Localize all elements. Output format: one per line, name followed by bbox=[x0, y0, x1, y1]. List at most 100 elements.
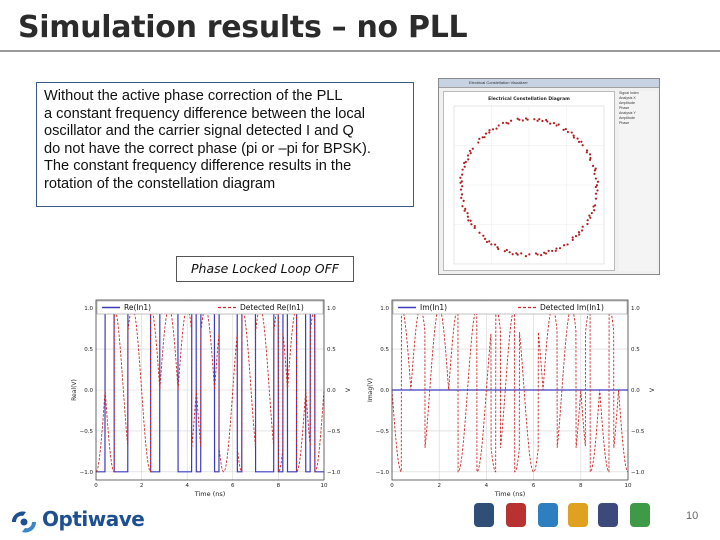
y-tick-label: −1.0 bbox=[80, 470, 94, 476]
constellation-point bbox=[461, 185, 464, 188]
constellation-point bbox=[488, 129, 491, 132]
x-tick-label: 6 bbox=[532, 483, 536, 489]
constellation-point bbox=[516, 253, 519, 256]
constellation-point bbox=[595, 184, 599, 187]
constellation-point bbox=[496, 246, 499, 249]
constellation-point bbox=[593, 169, 597, 172]
constellation-point bbox=[469, 152, 472, 155]
constellation-point bbox=[463, 209, 466, 212]
x-tick-label: 8 bbox=[277, 483, 281, 489]
constellation-point bbox=[588, 214, 591, 217]
legend-box bbox=[96, 300, 324, 315]
constellation-point bbox=[470, 223, 473, 226]
x-tick-label: 4 bbox=[485, 483, 489, 489]
constellation-point bbox=[521, 119, 524, 122]
constellation-point bbox=[538, 118, 541, 121]
constellation-point bbox=[564, 127, 567, 131]
constellation-point bbox=[577, 231, 581, 234]
y-tick-label: 1.0 bbox=[84, 306, 93, 312]
x-tick-label: 0 bbox=[390, 483, 394, 489]
constellation-point bbox=[541, 119, 544, 123]
y-tick-label: 0.0 bbox=[380, 388, 389, 394]
constellation-point bbox=[478, 231, 481, 234]
constellation-point bbox=[551, 249, 554, 253]
constellation-point bbox=[520, 252, 523, 255]
y-axis-label: Imag(V) bbox=[367, 378, 374, 402]
constellation-point bbox=[580, 229, 584, 232]
logo-wordmark: Optiwave bbox=[42, 507, 145, 531]
y-tick-label: 0.0 bbox=[84, 388, 93, 394]
constellation-point bbox=[468, 149, 472, 153]
constellation-point bbox=[586, 222, 589, 226]
y-tick-label: 1.0 bbox=[380, 306, 389, 312]
constellation-point bbox=[594, 185, 597, 189]
real-part-chart: 1.0 1.0 0.5 0.5 0.0 0.0 −0.5 −0.5 −1.0 −1.0 0 2 4 6 8 1… bbox=[66, 292, 358, 498]
constellation-point bbox=[477, 141, 480, 144]
plot-frame bbox=[391, 299, 629, 481]
constellation-point bbox=[466, 215, 469, 218]
x-tick-label: 6 bbox=[231, 483, 235, 489]
constellation-point bbox=[460, 196, 463, 199]
imag-part-chart-svg: 1.0 1.0 0.5 0.5 0.0 0.0 −0.5 −0.5 −1.0 −1.0 0 2 4 6 8 1… bbox=[367, 299, 656, 498]
constellation-point bbox=[578, 233, 581, 236]
legend-box bbox=[392, 300, 628, 315]
constellation-point bbox=[508, 251, 511, 254]
y-tick-label: −0.5 bbox=[80, 429, 94, 435]
x-tick-label: 0 bbox=[94, 483, 98, 489]
constellation-point bbox=[483, 237, 487, 240]
y-tick-label-right: 0.5 bbox=[327, 347, 336, 353]
product-icon bbox=[506, 503, 526, 527]
product-icons-row bbox=[470, 503, 670, 531]
optiwave-logo: Optiwave bbox=[8, 506, 158, 536]
constellation-svg: Electrical Constellation Diagram bbox=[453, 96, 605, 265]
description-line: oscillator and the carrier signal detect… bbox=[44, 123, 354, 140]
constellation-point bbox=[515, 252, 518, 255]
y-tick-label: −0.5 bbox=[376, 429, 390, 435]
constellation-point bbox=[459, 176, 462, 179]
constellation-point bbox=[596, 180, 600, 183]
constellation-point bbox=[562, 128, 565, 131]
constellation-point bbox=[464, 207, 467, 211]
constellation-point bbox=[572, 136, 575, 139]
constellation-point bbox=[588, 158, 592, 161]
panel-label: Signal Index bbox=[619, 91, 639, 95]
constellation-window: Electrical Constellation Visualizer Elec… bbox=[438, 78, 660, 275]
x-axis-label: Time (ns) bbox=[494, 490, 526, 498]
constellation-point bbox=[460, 180, 463, 183]
constellation-point bbox=[497, 124, 500, 127]
constellation-point bbox=[464, 160, 467, 164]
panel-label: Amplitude bbox=[619, 101, 635, 105]
constellation-point bbox=[494, 243, 497, 246]
constellation-point bbox=[558, 247, 562, 250]
panel-label: Analysis X bbox=[619, 96, 636, 100]
y-tick-label-right: 1.0 bbox=[631, 306, 640, 312]
constellation-point bbox=[570, 131, 573, 134]
constellation-point bbox=[467, 158, 470, 161]
constellation-point bbox=[580, 140, 583, 143]
y-tick-label: −1.0 bbox=[376, 470, 390, 476]
constellation-point bbox=[543, 251, 546, 254]
product-icon bbox=[568, 503, 588, 527]
constellation-point bbox=[462, 199, 465, 202]
y-tick-label-right: 0.5 bbox=[631, 347, 640, 353]
constellation-point bbox=[461, 205, 464, 208]
constellation-point bbox=[467, 219, 470, 222]
y-tick-label: 0.5 bbox=[84, 347, 93, 353]
constellation-point bbox=[577, 140, 581, 143]
constellation-point bbox=[528, 253, 531, 256]
constellation-point bbox=[585, 151, 588, 154]
constellation-point bbox=[593, 209, 596, 212]
constellation-point bbox=[534, 252, 538, 255]
y-tick-label-right: 1.0 bbox=[327, 306, 336, 312]
description-line: rotation of the constellation diagram bbox=[44, 175, 276, 192]
constellation-point bbox=[524, 117, 528, 120]
imag-part-chart: 1.0 1.0 0.5 0.5 0.0 0.0 −0.5 −0.5 −1.0 −1.0 0 2 4 6 8 1… bbox=[362, 292, 662, 498]
constellation-point bbox=[540, 254, 543, 257]
panel-label: Phase bbox=[619, 106, 630, 110]
pll-status-label: Phase Locked Loop OFF bbox=[176, 256, 354, 282]
panel-label: Amplitude bbox=[619, 116, 635, 120]
constellation-point bbox=[546, 120, 549, 123]
constellation-point bbox=[503, 250, 506, 253]
constellation-point bbox=[473, 224, 476, 228]
constellation-point bbox=[507, 122, 510, 125]
